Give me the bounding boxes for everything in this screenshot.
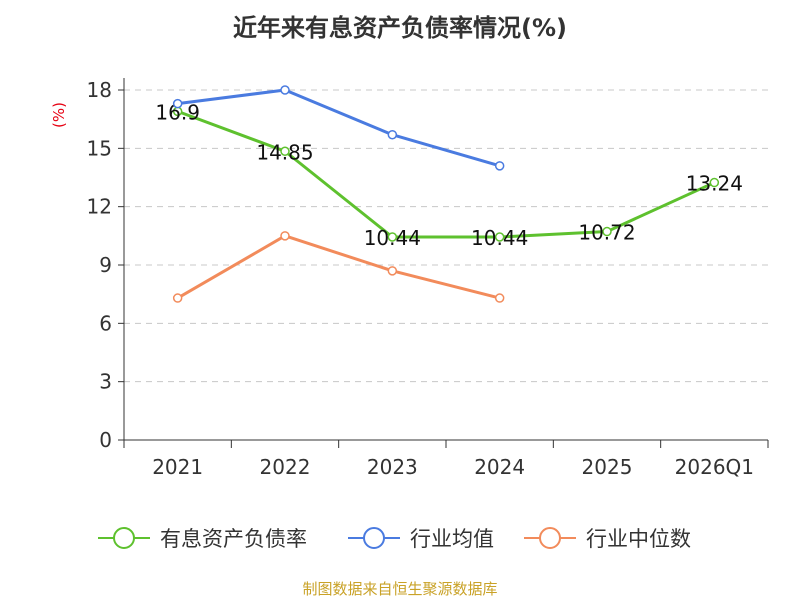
y-tick-label: 12 [87,195,112,219]
y-tick-label: 3 [99,370,112,394]
data-point [602,226,612,237]
data-label: 13.24 [686,172,743,196]
data-label: 10.72 [578,221,635,245]
data-point [387,232,398,242]
data-source-note: 制图数据来自恒生聚源数据库 [302,580,498,598]
data-point [387,266,398,276]
x-tick-label: 2022 [260,455,311,479]
legend-marker-0 [113,527,135,549]
legend-label-0: 有息资产负债率 [160,527,307,551]
y-tick-label: 9 [99,253,112,277]
series-line-1 [177,88,501,168]
x-tick-label: 2026Q1 [675,455,754,479]
data-point [709,177,720,188]
y-tick-label: 15 [87,136,112,160]
legend-label-1: 行业均值 [410,527,494,551]
x-tick-label: 2023 [367,455,418,479]
data-point [387,129,398,140]
data-label: 10.44 [364,226,421,250]
data-point [280,146,290,156]
x-tick-label: 2025 [582,455,633,479]
data-point [494,293,505,303]
data-point [280,85,290,95]
legend-marker-1 [363,527,385,549]
legend-marker-2 [539,527,561,549]
data-label: 10.44 [471,226,528,250]
x-tick-label: 2021 [152,455,203,479]
data-point [172,293,183,303]
data-point [494,161,505,171]
x-tick-label: 2024 [474,455,525,479]
series-line-2 [176,234,501,300]
legend-label-2: 行业中位数 [586,527,691,551]
data-point [494,232,505,242]
y-tick-label: 6 [99,311,112,335]
series-line-0 [177,109,715,239]
chart-title: 近年来有息资产负债率情况(%) [233,14,567,42]
data-point [280,231,290,241]
y-tick-label: 18 [87,78,112,102]
data-label: 14.85 [256,140,313,164]
y-tick-label: 0 [99,428,112,452]
data-point [172,98,183,109]
